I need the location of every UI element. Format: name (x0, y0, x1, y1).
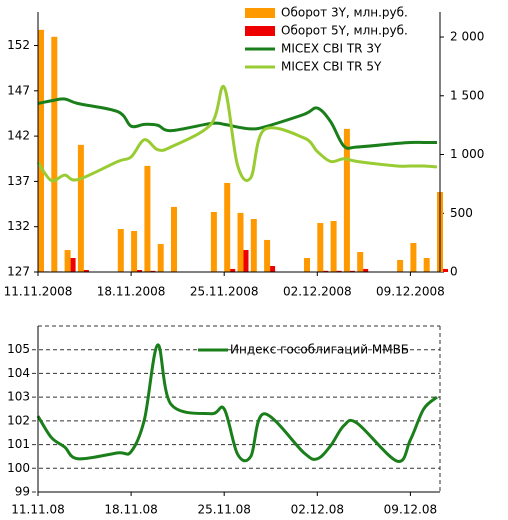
x-tick-label: 11.11.08 (11, 503, 64, 517)
y-tick-label: 147 (7, 83, 30, 97)
legend-swatch (245, 8, 275, 18)
bar (330, 221, 337, 272)
bar (38, 29, 44, 273)
y2-tick-label: 2 000 (450, 30, 484, 44)
y-tick-label: 103 (7, 390, 30, 404)
bar (137, 270, 143, 272)
legend-label: MICEX CBI TR 5Y (281, 60, 382, 74)
bar (131, 230, 138, 272)
line (37, 97, 437, 150)
legend-label: Оборот 3Y, млн.руб. (281, 6, 408, 20)
bar (243, 250, 249, 272)
y-tick-label: 127 (7, 265, 30, 279)
y-tick-label: 152 (7, 38, 30, 52)
bar (443, 268, 448, 272)
y2-tick-label: 1 500 (450, 88, 484, 102)
bar (397, 260, 404, 272)
bar (349, 270, 355, 272)
bar (410, 242, 417, 272)
bar (51, 36, 58, 272)
x-tick-label: 11.11.2008 (4, 285, 73, 299)
bar (270, 266, 276, 272)
bar (83, 270, 89, 272)
line (36, 343, 438, 463)
bar (64, 250, 71, 272)
y-tick-label: 101 (7, 437, 30, 451)
bar (336, 270, 342, 272)
bar (323, 270, 329, 272)
legend-label: MICEX CBI TR 3Y (281, 42, 382, 56)
line (36, 84, 438, 183)
bar (264, 239, 271, 272)
y-tick-label: 100 (7, 461, 30, 475)
bar (304, 258, 310, 272)
x-tick-label: 18.11.08 (104, 503, 157, 517)
x-tick-label: 18.11.2008 (97, 285, 166, 299)
y-tick-label: 137 (7, 174, 30, 188)
bar (117, 228, 124, 272)
y2-tick-label: 0 (450, 265, 458, 279)
legend-label: Оборот 5Y, млн.руб. (281, 24, 408, 38)
y2-tick-label: 500 (450, 206, 473, 220)
bar (224, 182, 231, 272)
bar (150, 270, 156, 272)
legend-swatch (245, 26, 275, 36)
y-tick-label: 99 (15, 485, 30, 499)
bar (210, 211, 217, 272)
x-tick-label: 09.12.2008 (376, 285, 445, 299)
x-tick-label: 02.12.08 (291, 503, 344, 517)
y-tick-label: 102 (7, 413, 30, 427)
bar (363, 268, 369, 272)
bar (230, 268, 236, 272)
x-tick-label: 09.12.08 (384, 503, 437, 517)
bar (70, 258, 76, 272)
x-tick-label: 02.12.2008 (283, 285, 352, 299)
x-tick-label: 25.11.08 (197, 503, 250, 517)
bar (237, 212, 244, 272)
bar (250, 219, 257, 272)
x-tick-label: 25.11.2008 (190, 285, 259, 299)
bar (357, 252, 364, 272)
bar (157, 244, 164, 272)
y-tick-label: 142 (7, 129, 30, 143)
bar (423, 258, 430, 272)
legend-label: Индекс гособлигаций ММВБ (230, 343, 409, 357)
bar (77, 144, 84, 272)
bar (343, 128, 350, 272)
y2-tick-label: 1 000 (450, 147, 484, 161)
bar (171, 206, 177, 272)
bar (317, 223, 324, 272)
y-tick-label: 132 (7, 219, 30, 233)
y-tick-label: 104 (7, 366, 30, 380)
y-tick-label: 105 (7, 342, 30, 356)
bar (144, 165, 151, 272)
